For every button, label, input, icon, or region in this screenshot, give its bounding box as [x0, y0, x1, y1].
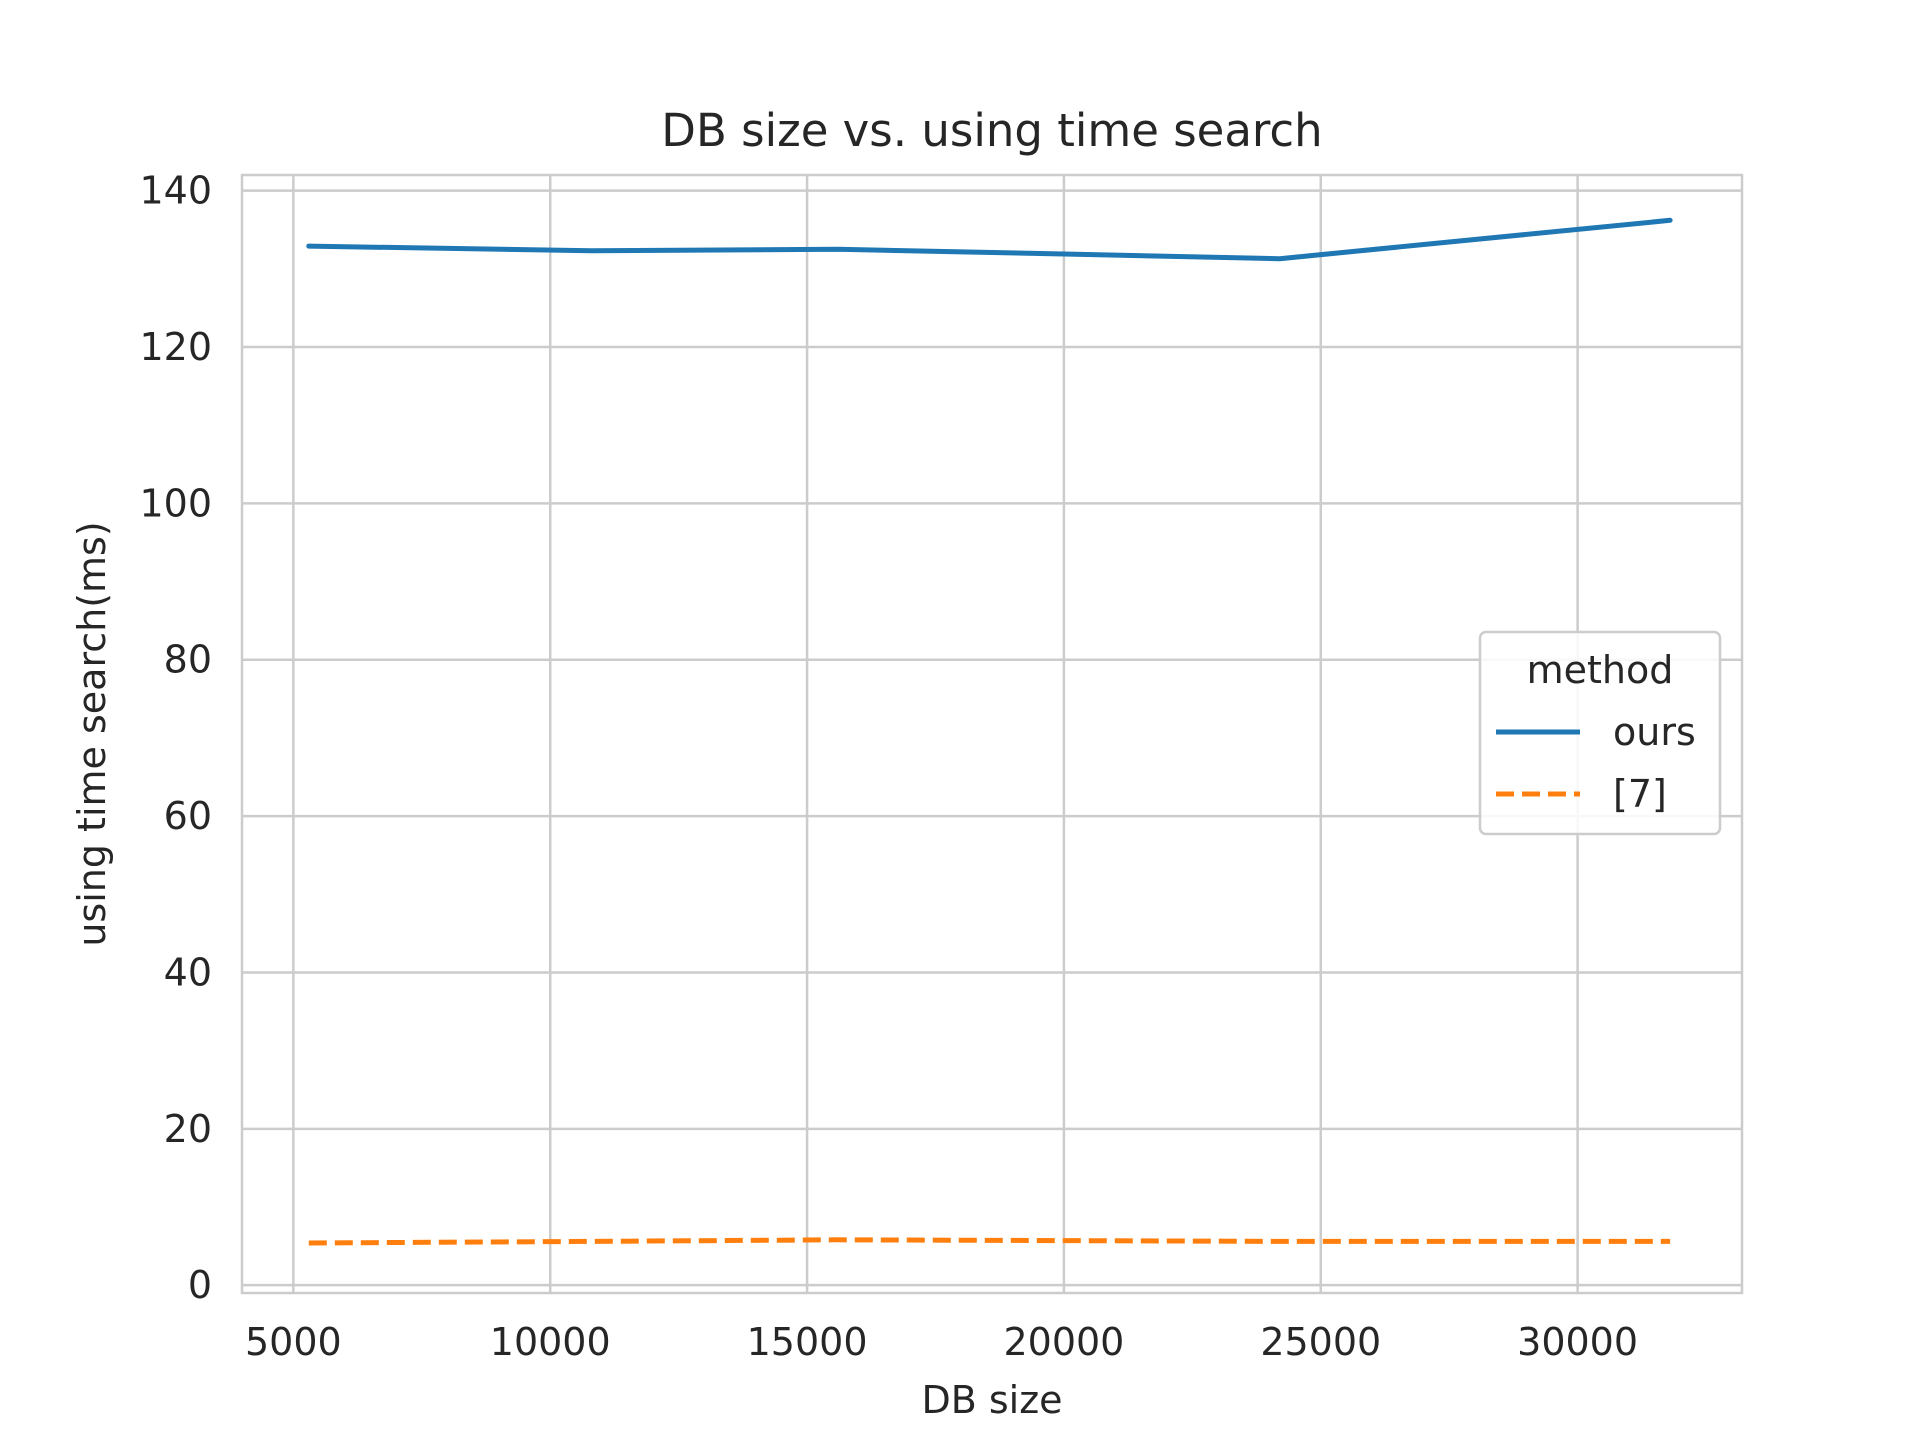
x-tick-label-25000: 25000 [1260, 1320, 1381, 1364]
y-tick-label-20: 20 [164, 1107, 212, 1151]
series-lines [306, 217, 1673, 1246]
x-axis-label: DB size [921, 1378, 1062, 1422]
chart-title: DB size vs. using time search [661, 104, 1322, 157]
y-tick-label-0: 0 [188, 1263, 212, 1307]
legend-frame [1478, 630, 1722, 836]
y-tick-label-40: 40 [164, 950, 212, 994]
legend-title: method [1527, 648, 1674, 692]
series-line-ours [306, 217, 1673, 262]
y-tick-label-140: 140 [139, 169, 212, 213]
y-tick-label-60: 60 [164, 794, 212, 838]
x-tick-labels: 5000 10000 15000 20000 25000 30000 [245, 1320, 1638, 1364]
y-tick-label-100: 100 [139, 481, 212, 525]
x-tick-label-30000: 30000 [1517, 1320, 1638, 1364]
x-tick-label-20000: 20000 [1003, 1320, 1124, 1364]
y-tick-label-80: 80 [164, 638, 212, 682]
grid [242, 175, 1742, 1293]
legend-label-ours: ours [1613, 710, 1696, 754]
y-tick-labels: 0 20 40 60 80 100 120 140 [139, 169, 212, 1308]
x-tick-label-5000: 5000 [245, 1320, 342, 1364]
series-line-ref7 [308, 1237, 1671, 1246]
legend: method ours [7] [1478, 630, 1722, 836]
x-tick-label-15000: 15000 [747, 1320, 868, 1364]
legend-label-ref7: [7] [1613, 772, 1667, 816]
y-axis-label: using time search(ms) [70, 521, 114, 946]
x-tick-label-10000: 10000 [490, 1320, 611, 1364]
y-tick-label-120: 120 [139, 325, 212, 369]
